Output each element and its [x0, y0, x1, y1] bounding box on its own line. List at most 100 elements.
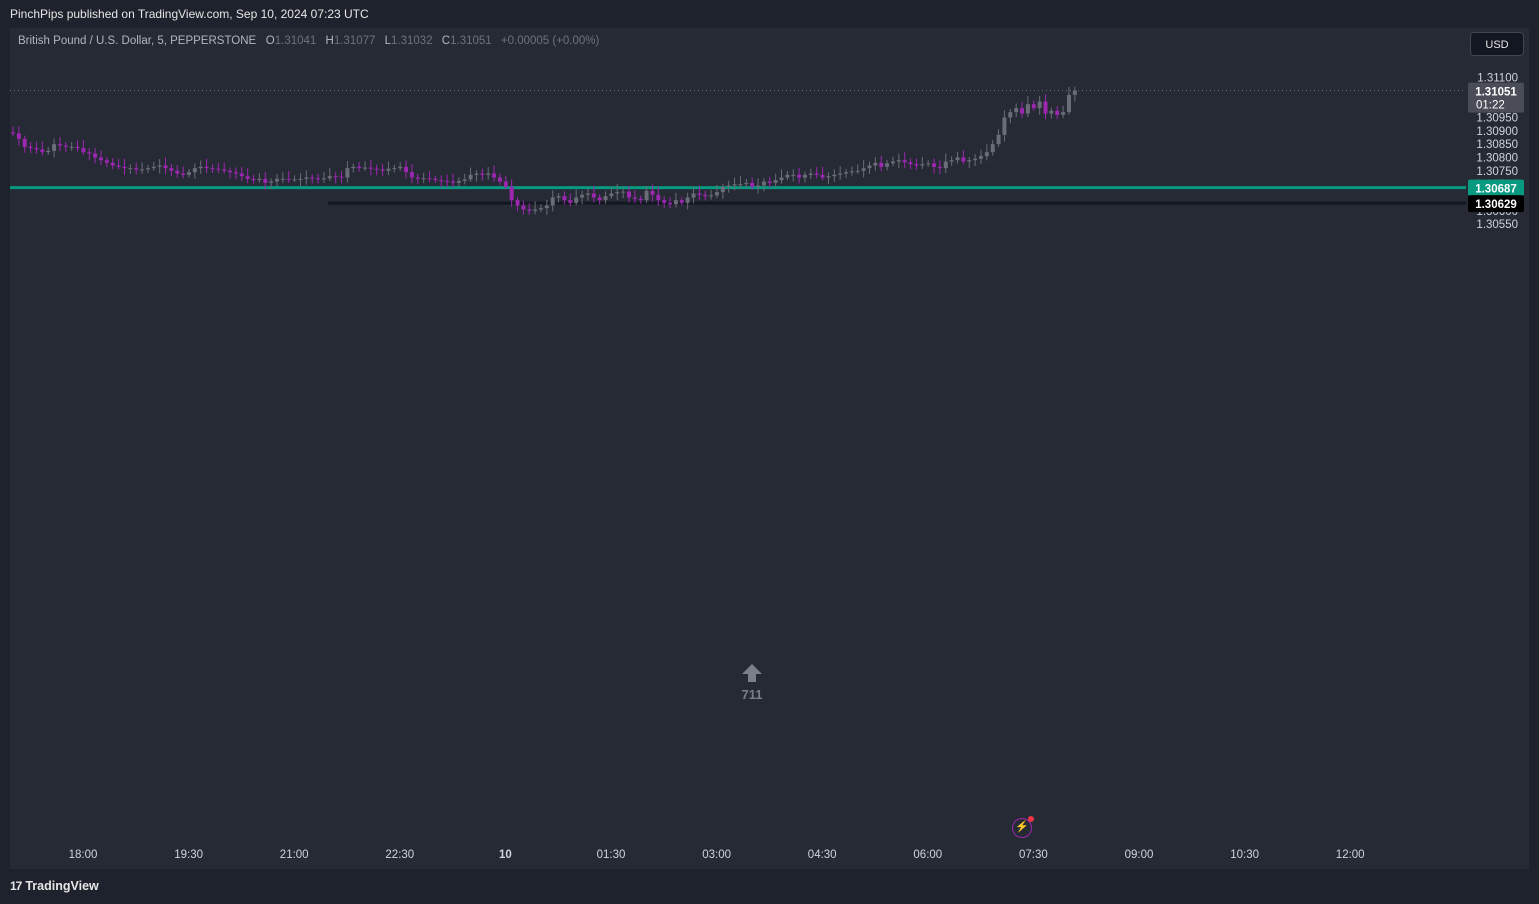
candle: [756, 178, 761, 194]
candle: [621, 187, 626, 199]
close-label: C: [441, 35, 451, 47]
candle: [233, 167, 238, 180]
candle: [615, 184, 620, 201]
candle: [703, 190, 708, 201]
candle: [1066, 86, 1071, 115]
symbol-title: British Pound / U.S. Dollar, 5, PEPPERST…: [18, 35, 257, 47]
candle: [210, 164, 215, 173]
price-label-horizontal-line: 1.30687: [1468, 179, 1524, 197]
candle: [116, 159, 121, 170]
candle: [245, 168, 250, 184]
candle: [978, 149, 983, 164]
candle: [81, 140, 86, 155]
candle: [122, 158, 127, 175]
candle: [433, 175, 438, 183]
candle: [439, 175, 444, 188]
candle: [175, 165, 180, 178]
candle: [409, 164, 414, 184]
symbol-legend: British Pound / U.S. Dollar, 5, PEPPERST…: [18, 35, 605, 47]
candle: [163, 157, 168, 175]
candle: [1072, 86, 1077, 102]
candle: [732, 177, 737, 191]
candle: [316, 173, 321, 184]
y-tick-label: 1.31100: [1477, 73, 1518, 85]
candle: [1025, 96, 1030, 117]
candle: [838, 166, 843, 180]
candle: [773, 173, 778, 188]
candle: [937, 160, 942, 175]
candle: [145, 164, 150, 173]
candle: [580, 190, 585, 205]
candlestick-chart[interactable]: 711 1.311001.310001.309501.309001.308501…: [10, 28, 1529, 869]
candle: [11, 126, 15, 137]
y-tick-label: 1.30850: [1476, 139, 1518, 151]
grid: [10, 28, 1529, 869]
chart-area[interactable]: 711 1.311001.310001.309501.309001.308501…: [10, 28, 1529, 869]
y-tick-label: 1.30550: [1476, 219, 1518, 231]
annotations: 711: [742, 664, 762, 702]
candle: [679, 196, 684, 206]
x-tick-label: 10: [499, 849, 512, 861]
countdown-label: 01:22: [1476, 100, 1505, 112]
candle: [632, 190, 637, 204]
price-axis[interactable]: 1.311001.310001.309501.309001.308501.308…: [1468, 73, 1524, 232]
candle: [949, 156, 954, 166]
open-value: 1.31041: [274, 35, 317, 47]
candle: [228, 167, 233, 179]
candle: [398, 162, 403, 171]
candle: [339, 171, 344, 184]
low-value: 1.31032: [391, 35, 433, 47]
candle: [1002, 110, 1007, 142]
candle: [198, 160, 203, 175]
candle: [1037, 95, 1042, 115]
candle: [902, 152, 907, 169]
candle: [1043, 94, 1048, 120]
x-tick-label: 03:00: [702, 849, 731, 861]
candle: [802, 171, 807, 183]
candle: [873, 157, 878, 171]
candle: [603, 191, 608, 204]
candle: [750, 177, 755, 190]
candles: [11, 86, 1077, 216]
close-value: 1.31051: [450, 35, 492, 47]
candle: [832, 169, 837, 183]
x-tick-label: 09:00: [1125, 849, 1154, 861]
candle: [427, 171, 432, 183]
x-tick-label: 19:30: [174, 849, 203, 861]
candle: [1055, 106, 1060, 120]
candle: [486, 167, 491, 180]
candle: [93, 147, 98, 164]
candle: [52, 138, 57, 158]
notification-dot: [1028, 816, 1034, 822]
tradingview-logo[interactable]: 17 TradingView: [10, 879, 99, 893]
x-tick-label: 21:00: [280, 849, 309, 861]
candle: [474, 170, 479, 182]
candle: [16, 126, 21, 146]
currency-button[interactable]: USD: [1470, 32, 1524, 56]
candle: [820, 166, 825, 181]
candle: [1061, 105, 1066, 119]
candle: [128, 164, 133, 175]
up-arrow-icon[interactable]: [742, 664, 762, 682]
candle: [239, 167, 244, 182]
candle: [990, 140, 995, 156]
y-tick-label: 1.30750: [1476, 166, 1518, 178]
candle: [468, 167, 473, 183]
candle: [932, 158, 937, 174]
candle: [814, 167, 819, 179]
candle: [169, 164, 174, 176]
publish-text: PinchPips published on TradingView.com, …: [10, 7, 369, 21]
time-axis[interactable]: 18:00 19:30 21:00 22:30 10 01:30 03:00 04:30 06:…: [69, 849, 1365, 861]
candle: [550, 190, 555, 212]
y-tick-label: 1.30800: [1476, 152, 1518, 164]
y-tick-label: 1.30950: [1476, 112, 1518, 124]
candle: [961, 150, 966, 165]
candle: [280, 172, 285, 184]
candle: [797, 167, 802, 184]
candle: [140, 162, 145, 174]
candle: [656, 186, 661, 207]
candle: [497, 173, 502, 185]
lightning-icon[interactable]: ⚡: [1012, 816, 1034, 838]
candle: [462, 173, 467, 185]
